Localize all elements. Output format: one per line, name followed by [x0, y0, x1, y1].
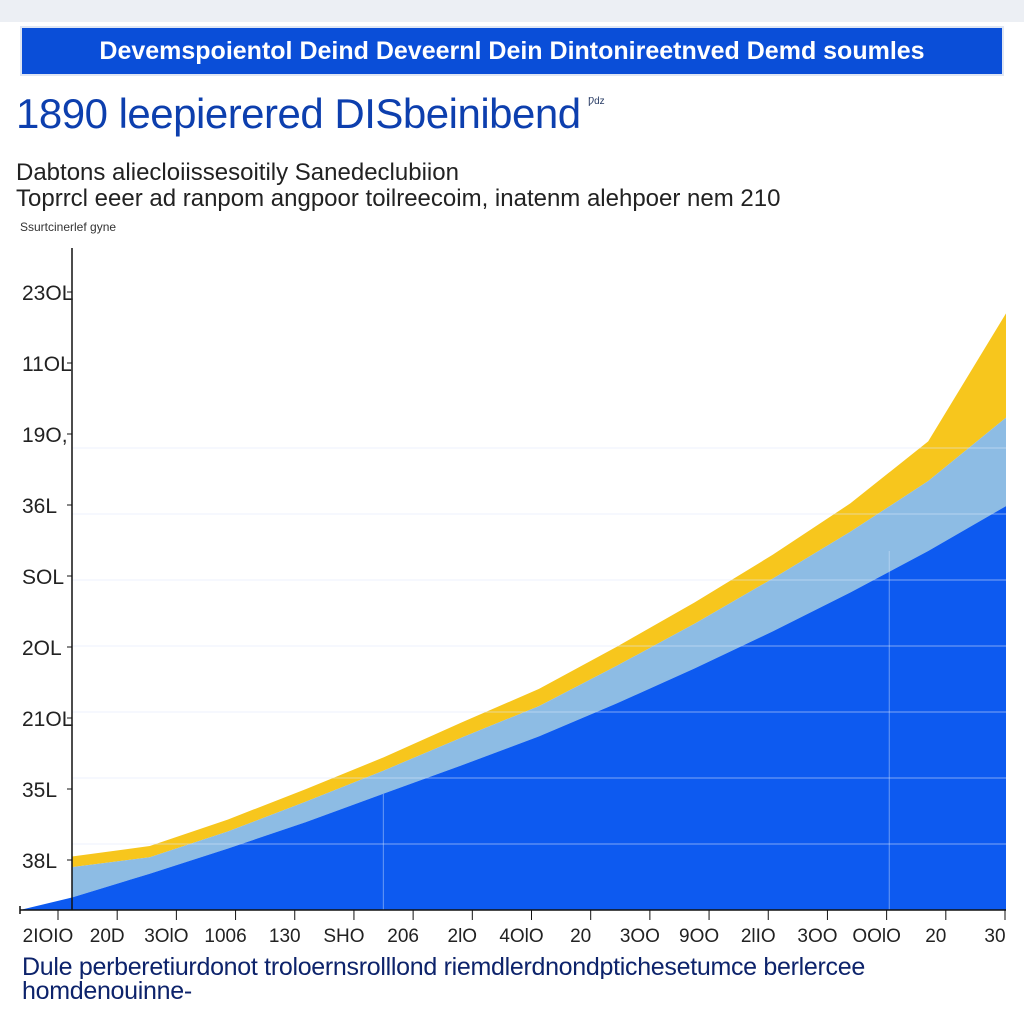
- area-series-1: [72, 506, 1006, 910]
- x-tick-label-4: 1006: [204, 926, 246, 947]
- x-tick-label-10: 20: [570, 926, 591, 947]
- y-tick-label-4: 36L: [22, 495, 57, 518]
- y-tick-label-3: 19O,: [22, 424, 68, 447]
- top-band: [0, 0, 1024, 22]
- chart-subtitle-line-2: Toprrcl eeer ad ranpom angpoor toilreeco…: [16, 185, 781, 212]
- x-tick-label-9: 4OlO: [499, 926, 543, 947]
- x-tick-label-15: OOlO: [852, 926, 901, 947]
- header-banner: Devemspoientol Deind Deveernl Dein Dinto…: [20, 26, 1004, 76]
- x-tick-label-8: 2lO: [448, 926, 478, 947]
- footer-line-2: homdenouinne-: [22, 979, 192, 1003]
- x-tick-label-13: 2lIO: [741, 926, 776, 947]
- y-tick-label-7: 21OL: [22, 708, 73, 731]
- x-tick-label-6: SHO: [323, 926, 364, 947]
- x-tick-label-16: 20: [925, 926, 946, 947]
- y-tick-label-5: SOL: [22, 566, 64, 589]
- footer-line-1: Dule perberetiurdonot troloernsrolllond …: [22, 955, 865, 979]
- x-tick-label-3: 3OlO: [144, 926, 188, 947]
- banner-text: Devemspoientol Deind Deveernl Dein Dinto…: [99, 36, 925, 65]
- x-tick-label-12: 9OO: [679, 926, 719, 947]
- x-tick-label-17: 30: [984, 926, 1005, 947]
- x-tick-label-2: 20D: [90, 926, 125, 947]
- y-tick-label-8: 35L: [22, 779, 57, 802]
- area-left-extension: [20, 897, 72, 910]
- x-tick-label-7: 206: [387, 926, 419, 947]
- y-tick-label-2: 11OL: [22, 353, 72, 376]
- stacked-area-chart: 23OL 11OL 19O, 36L SOL 2OL 21OL 35L 38L 2IOIO 20D 3…: [19, 248, 1006, 947]
- x-tick-label-5: 130: [269, 926, 301, 947]
- chart-footer: Dule perberetiurdonot troloernsrolllond …: [22, 955, 1012, 1003]
- y-tick-label-9: 38L: [22, 850, 57, 873]
- x-tick-label-1: 2IOIO: [23, 926, 74, 947]
- chart-title: 1890 leepierered DISbeinibend: [16, 90, 581, 137]
- y-tick-label-1: 23OL: [22, 282, 73, 305]
- chart-subtitle-line-1: Dabtons aliecloiissesoitily Sanedeclubii…: [16, 159, 459, 186]
- y-tick-label-6: 2OL: [22, 637, 62, 660]
- x-tick-label-14: 3OO: [797, 926, 837, 947]
- y-axis-caption: Ssurtcinerlef gyne: [20, 220, 117, 234]
- title-mark: Ƿǳ: [588, 96, 605, 107]
- x-tick-label-11: 3OO: [620, 926, 660, 947]
